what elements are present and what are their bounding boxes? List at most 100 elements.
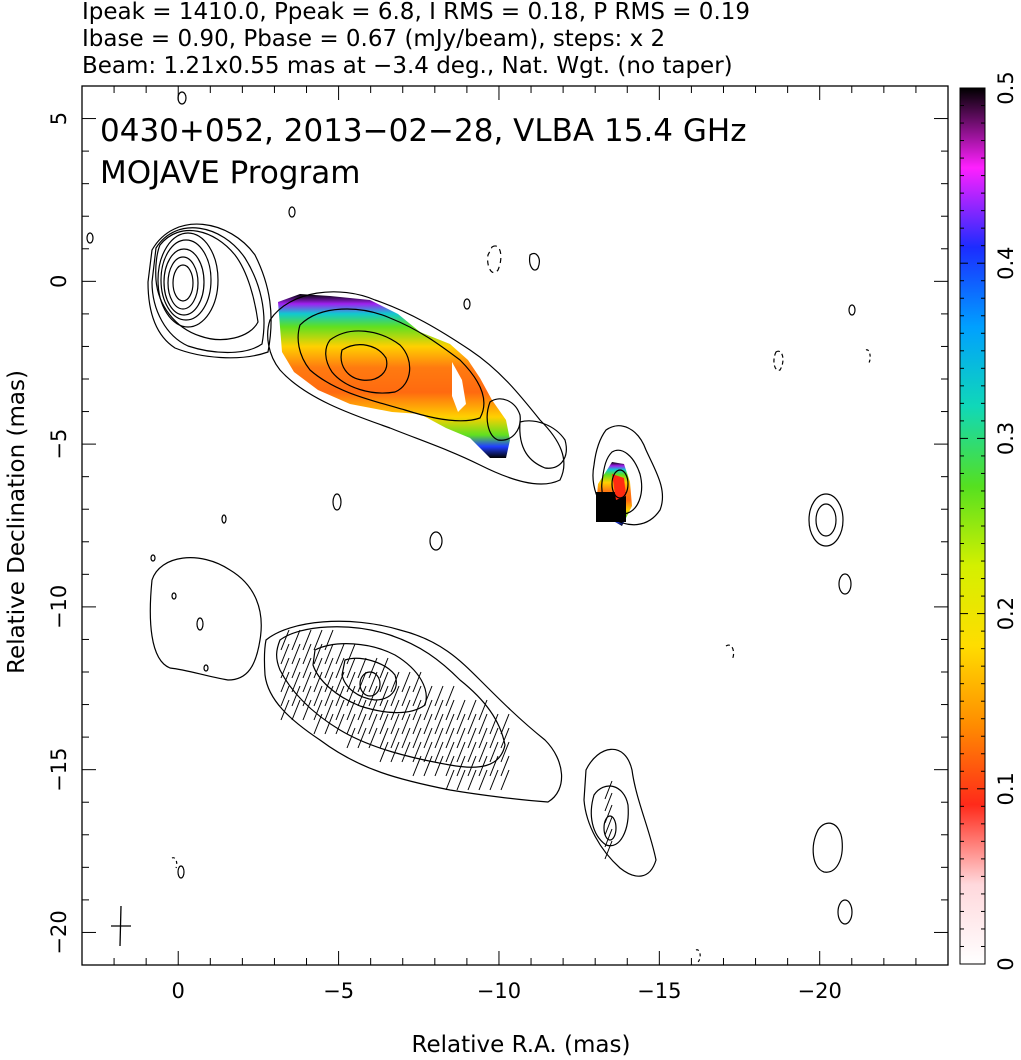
evpa-vector <box>313 713 323 735</box>
evpa-vector <box>478 699 488 721</box>
evpa-vector <box>412 699 422 721</box>
y-tick-label: −15 <box>47 748 71 792</box>
evpa-vector <box>379 657 389 679</box>
evpa-vector <box>302 629 312 651</box>
evpa-vector <box>434 699 444 721</box>
plot-frame <box>81 85 949 966</box>
evpa-vector <box>335 699 345 721</box>
evpa-vector <box>313 629 323 651</box>
evpa-vector <box>379 713 389 735</box>
evpa-vector <box>313 685 323 707</box>
y-tick-label: −10 <box>47 585 71 629</box>
polarized-intensity-contours <box>149 557 853 963</box>
evpa-vector <box>500 769 510 791</box>
evpa-vector <box>604 780 613 800</box>
evpa-vector <box>313 657 323 679</box>
evpa-vector <box>489 741 499 763</box>
evpa-vector <box>346 643 356 665</box>
evpa-vector <box>401 741 411 763</box>
colorbar-tick-label: 0.5 <box>994 71 1018 104</box>
y-tick-label: −20 <box>47 910 71 954</box>
evpa-vector <box>423 685 433 707</box>
evpa-vector <box>401 713 411 735</box>
evpa-vector <box>302 699 312 721</box>
evpa-vector <box>478 727 488 749</box>
evpa-vector <box>478 755 488 777</box>
evpa-vector <box>456 699 466 721</box>
evpa-vector <box>280 629 290 651</box>
evpa-vector <box>280 699 290 721</box>
evpa-vector <box>324 629 334 651</box>
evpa-vector <box>335 657 345 679</box>
evpa-vector <box>423 713 433 735</box>
evpa-vector <box>445 713 455 735</box>
evpa-vector <box>357 727 367 749</box>
evpa-vector <box>467 755 477 777</box>
evpa-vector <box>401 685 411 707</box>
evpa-vector <box>324 713 334 735</box>
evpa-vector <box>412 755 422 777</box>
x-tick-label: 0 <box>172 979 185 1003</box>
evpa-vector <box>390 741 400 763</box>
evpa-vector <box>456 713 466 735</box>
evpa-vector <box>456 727 466 749</box>
colorbar-tick-label: 0.2 <box>994 597 1018 630</box>
y-tick-label: 5 <box>47 112 71 125</box>
evpa-vector <box>467 741 477 763</box>
evpa-vector <box>434 727 444 749</box>
polarization-patch-core-gap <box>452 362 466 412</box>
evpa-vector <box>423 755 433 777</box>
evpa-vector <box>489 769 499 791</box>
evpa-vector <box>500 713 510 735</box>
evpa-vector <box>291 671 301 693</box>
x-axis-label: Relative R.A. (mas) <box>412 1032 631 1058</box>
evpa-vector <box>346 685 356 707</box>
evpa-vector <box>291 643 301 665</box>
evpa-vector <box>390 699 400 721</box>
evpa-vector <box>467 769 477 791</box>
evpa-vector <box>412 671 422 693</box>
evpa-vector <box>368 699 378 721</box>
evpa-vector <box>280 657 290 679</box>
colorbar-tick-label: 0 <box>994 957 1018 970</box>
evpa-vector <box>434 713 444 735</box>
evpa-vector <box>445 727 455 749</box>
chart-title: 0430+052, 2013−02−28, VLBA 15.4 GHz <box>100 113 746 149</box>
evpa-vector <box>302 643 312 665</box>
evpa-vector <box>390 685 400 707</box>
evpa-vector <box>313 699 323 721</box>
evpa-vector <box>445 755 455 777</box>
evpa-vector <box>324 657 334 679</box>
evpa-vector <box>335 671 345 693</box>
evpa-vector <box>313 643 323 665</box>
fractional-polarization-map <box>278 294 632 526</box>
axis-tick-labels: 0 −5 −10 −15 −20 5 0 −5 −10 −15 −20 <box>47 112 842 1003</box>
evpa-vector <box>412 727 422 749</box>
evpa-vector <box>302 657 312 679</box>
axis-ticks <box>81 85 949 966</box>
evpa-vector <box>302 671 312 693</box>
colorbar-tick-labels: 0 0.1 0.2 0.3 0.4 0.5 <box>994 71 1018 970</box>
y-tick-label: 0 <box>47 275 71 288</box>
evpa-vector <box>500 727 510 749</box>
evpa-vector <box>489 727 499 749</box>
evpa-vector <box>390 713 400 735</box>
y-axis-label: Relative Declination (mas) <box>4 370 30 674</box>
evpa-vector <box>368 727 378 749</box>
evpa-vector <box>280 643 290 665</box>
colorbar-tick-label: 0.1 <box>994 772 1018 805</box>
chart-subtitle: MOJAVE Program <box>100 155 360 191</box>
evpa-vector <box>467 727 477 749</box>
evpa-vector <box>291 699 301 721</box>
y-tick-label: −5 <box>47 429 71 460</box>
x-tick-label: −20 <box>798 979 842 1003</box>
evpa-vector <box>401 699 411 721</box>
evpa-vector <box>412 685 422 707</box>
evpa-vector <box>291 629 301 651</box>
evpa-vector <box>445 769 455 791</box>
header-line-1: Ipeak = 1410.0, Ppeak = 6.8, I RMS = 0.1… <box>82 0 750 25</box>
evpa-vector <box>478 769 488 791</box>
evpa-vector <box>434 685 444 707</box>
evpa-vector <box>346 713 356 735</box>
